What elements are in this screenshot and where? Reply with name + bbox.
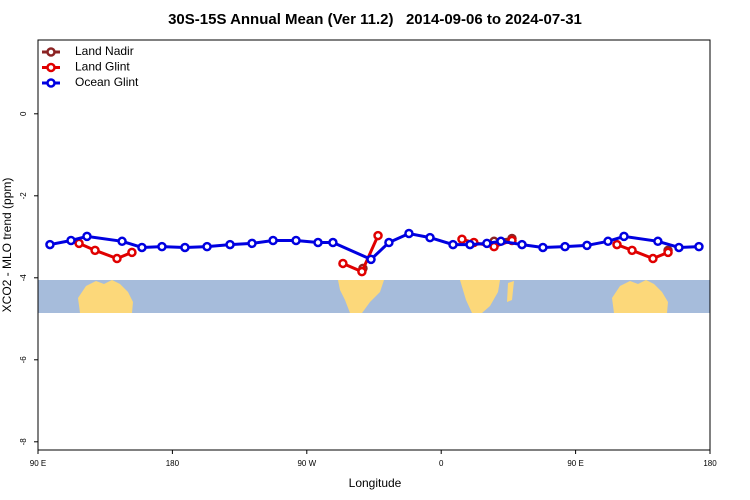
y-tick-label: -8: [19, 438, 28, 446]
data-point: [357, 266, 367, 277]
data-point: [627, 245, 637, 256]
data-point: [457, 234, 467, 245]
data-point: [268, 235, 278, 246]
y-axis-label: XCO2 - MLO trend (ppm): [0, 178, 14, 313]
data-point: [112, 253, 122, 264]
data-point: [663, 247, 673, 258]
data-point: [603, 236, 613, 247]
legend-marker: [46, 78, 56, 88]
x-tick-label: 180: [703, 459, 717, 468]
x-tick-label: 90 E: [567, 459, 583, 468]
data-point: [582, 240, 592, 251]
data-point: [373, 230, 383, 241]
land-shape: [338, 280, 384, 313]
data-point: [202, 241, 212, 252]
data-point: [404, 228, 414, 239]
data-point: [328, 237, 338, 248]
data-point: [291, 235, 301, 246]
data-point: [560, 241, 570, 252]
data-point: [137, 242, 147, 253]
y-tick-label: -2: [19, 192, 28, 200]
legend-marker: [46, 62, 56, 73]
data-point: [653, 236, 663, 247]
land-shape: [612, 280, 668, 313]
x-tick-label: 90 W: [297, 459, 316, 468]
data-point: [127, 247, 137, 258]
data-point: [489, 241, 499, 252]
data-point: [117, 236, 127, 247]
x-tick-label: 180: [166, 459, 180, 468]
data-point: [384, 237, 394, 248]
data-point: [612, 239, 622, 250]
x-tick-label: 90 E: [30, 459, 46, 468]
legend-label: Ocean Glint: [75, 75, 139, 89]
data-point: [45, 239, 55, 250]
data-point: [74, 238, 84, 249]
data-point: [180, 242, 190, 253]
legend-label: Land Glint: [75, 60, 130, 74]
legend-label: Land Nadir: [75, 44, 134, 58]
y-tick-label: 0: [19, 111, 28, 116]
data-point: [482, 238, 492, 249]
data-point: [619, 231, 629, 242]
data-point: [425, 232, 435, 243]
data-point: [674, 242, 684, 253]
data-point: [465, 239, 475, 250]
data-point: [496, 236, 506, 247]
x-axis-label: Longitude: [349, 476, 402, 490]
plot-frame: [37, 39, 711, 451]
x-tick-label: 0: [439, 459, 444, 468]
data-point: [313, 237, 323, 248]
data-point: [90, 245, 100, 256]
data-point: [517, 239, 527, 250]
data-point: [538, 242, 548, 253]
map-strip: [38, 280, 710, 313]
y-tick-label: -4: [19, 274, 28, 282]
data-point: [157, 241, 167, 252]
y-tick-label: -6: [19, 356, 28, 364]
legend-marker: [46, 47, 56, 57]
data-point: [648, 253, 658, 264]
data-point: [366, 254, 376, 265]
data-point: [66, 235, 76, 246]
land-shape: [78, 280, 133, 313]
data-point: [694, 241, 704, 252]
series-line: [78, 234, 669, 274]
data-point: [247, 238, 257, 249]
data-point: [225, 239, 235, 250]
data-point: [82, 231, 92, 242]
chart-title: 30S-15S Annual Mean (Ver 11.2) 2014-09-0…: [168, 11, 582, 28]
land-shape: [460, 280, 514, 313]
data-point: [338, 258, 348, 269]
data-point: [448, 239, 458, 250]
